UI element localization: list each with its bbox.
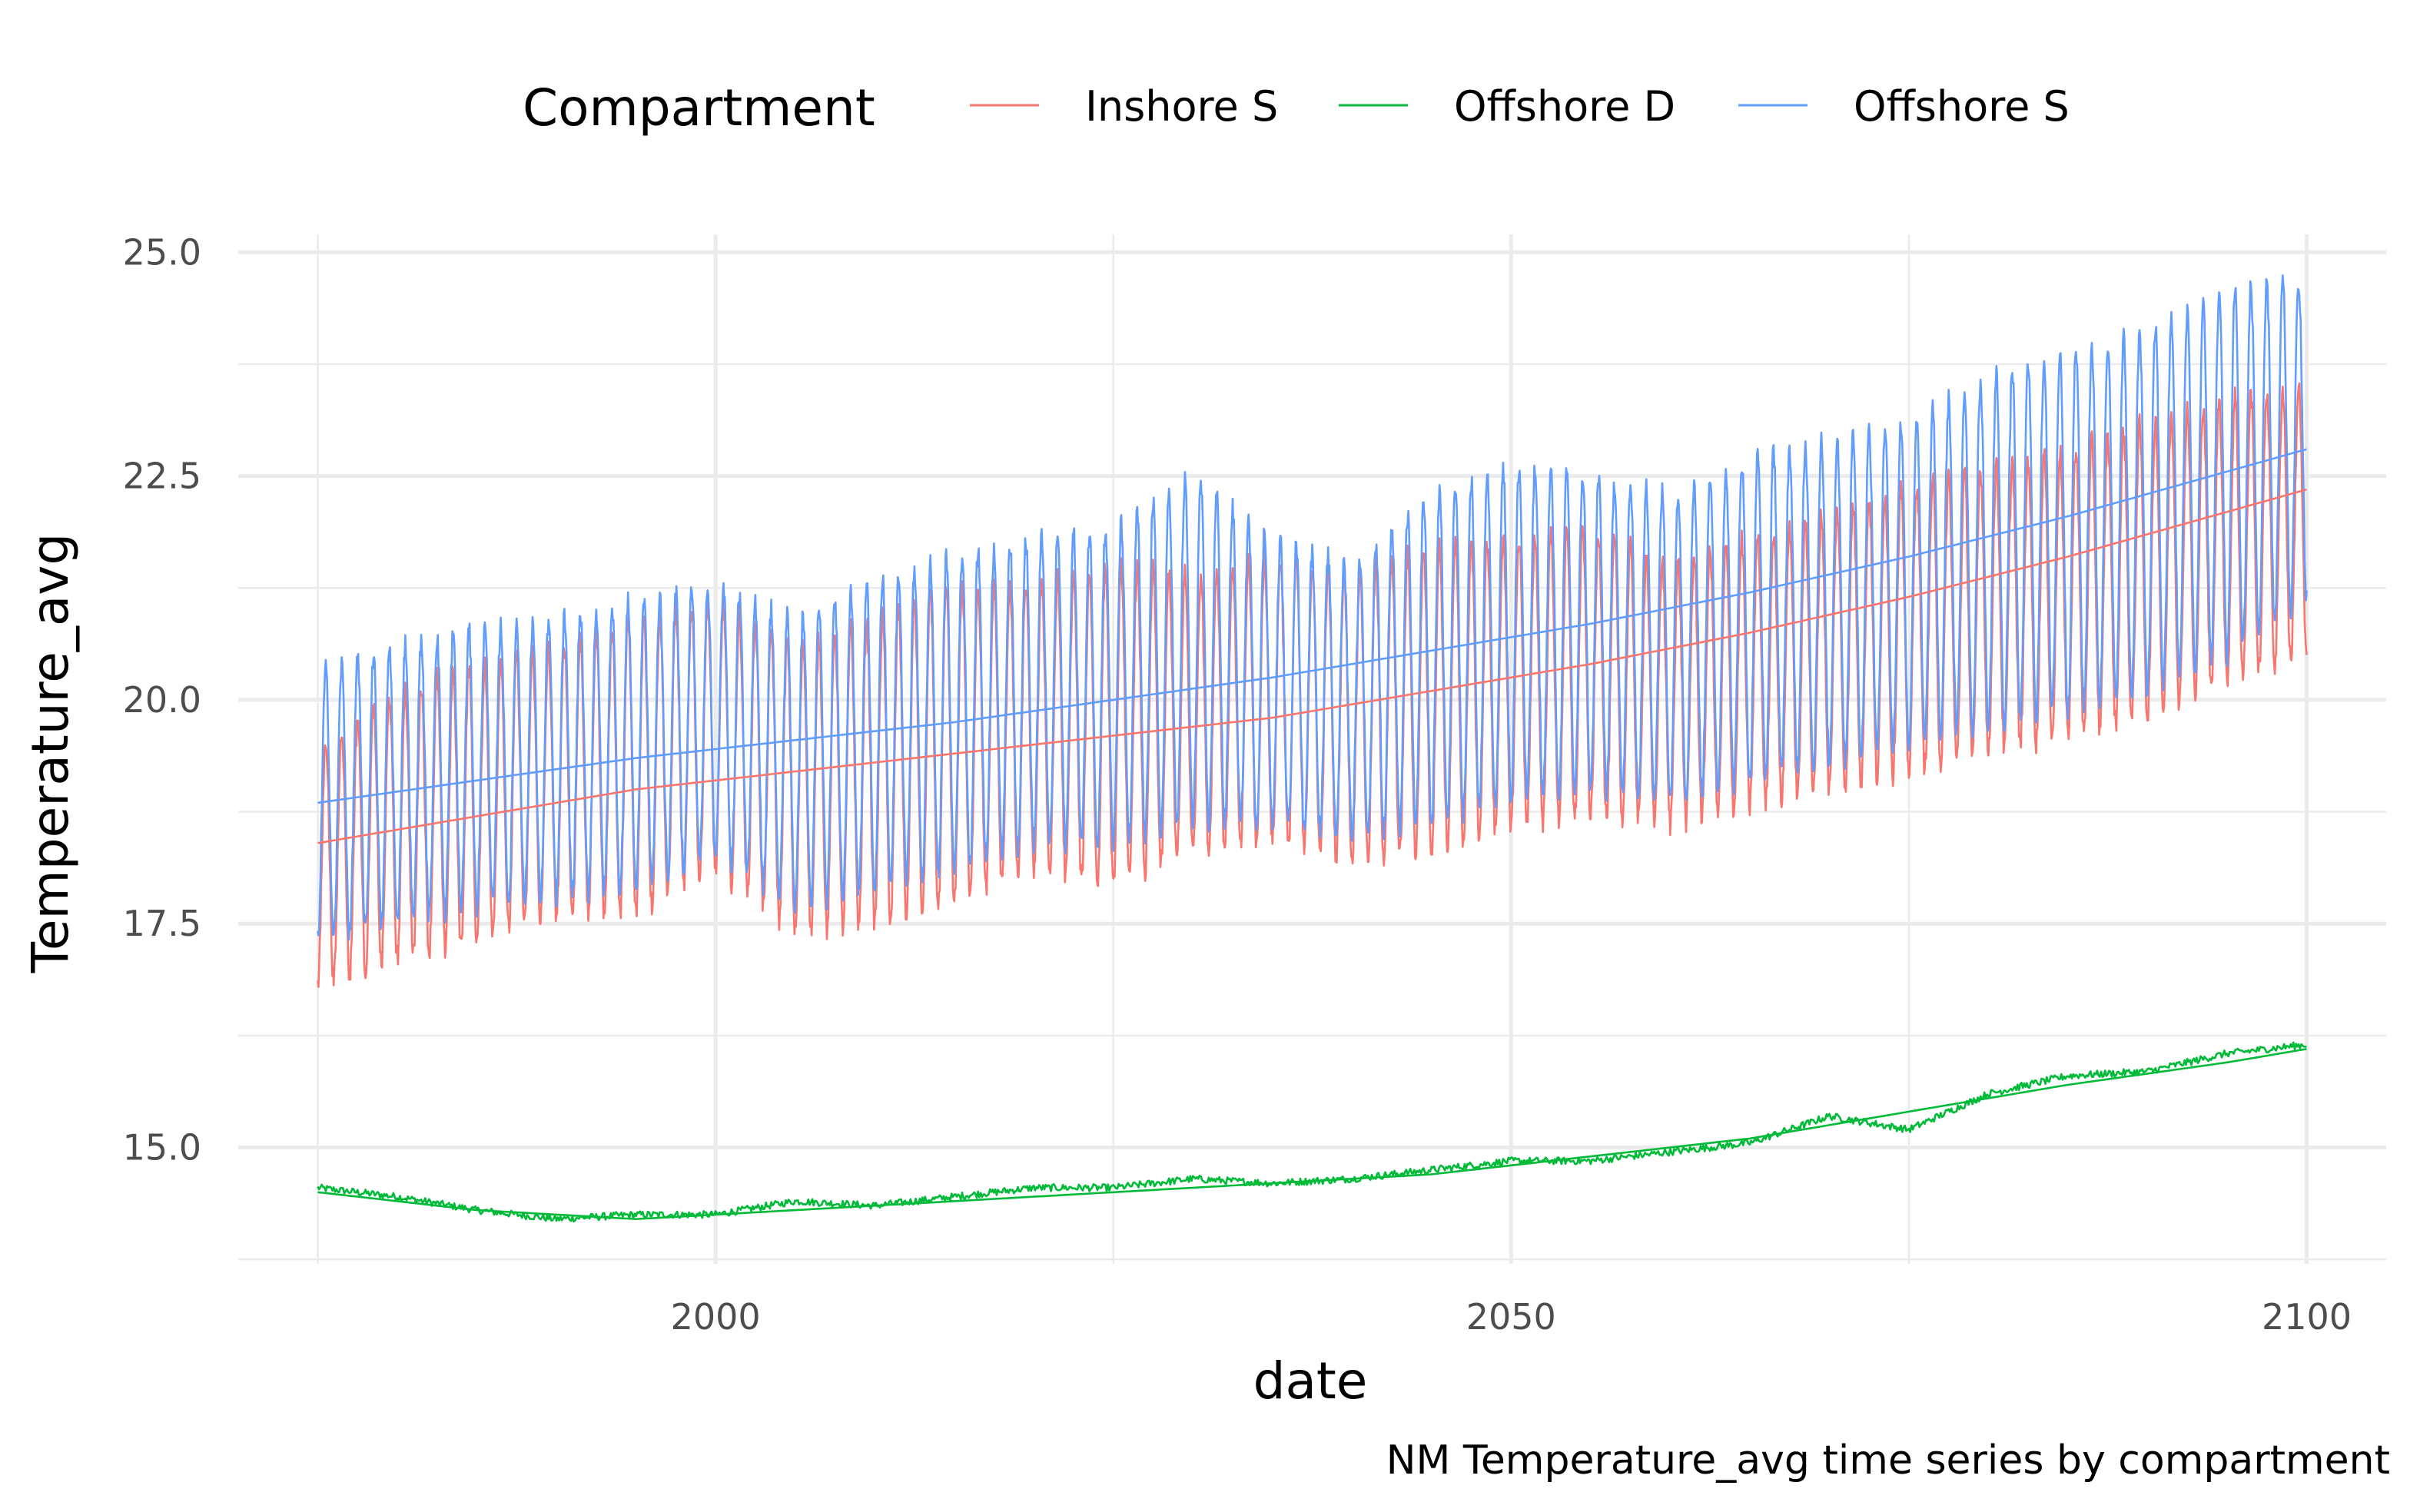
legend-entries: Inshore S Offshore D Offshore S xyxy=(970,82,2070,131)
series-offshore-s-seasonal xyxy=(317,274,2308,941)
y-axis-ticks: 15.0 17.5 20.0 22.5 25.0 xyxy=(123,231,201,1168)
y-tick-label: 17.5 xyxy=(123,903,201,944)
series-offshore-d-trend xyxy=(317,1048,2307,1220)
chart-caption: NM Temperature_avg time series by compar… xyxy=(1386,1437,2390,1484)
legend-label: Offshore D xyxy=(1454,82,1675,131)
series-offshore-s-trend xyxy=(317,448,2307,804)
legend-title: Compartment xyxy=(523,78,875,138)
legend: Compartment Inshore S Offshore D Offshore … xyxy=(523,78,2070,138)
grid-lines xyxy=(238,234,2386,1264)
x-axis-ticks: 2000 2050 2100 xyxy=(671,1296,2352,1338)
y-tick-label: 25.0 xyxy=(123,231,201,273)
y-axis-title: Temperature_avg xyxy=(21,533,80,973)
series-inshore-s-trend xyxy=(317,488,2307,844)
legend-label: Inshore S xyxy=(1085,82,1278,131)
y-tick-label: 22.5 xyxy=(123,456,201,497)
legend-label: Offshore S xyxy=(1854,82,2070,131)
series-layer xyxy=(317,274,2308,1223)
x-tick-label: 2050 xyxy=(1466,1296,1556,1338)
series-offshore-d-noisy xyxy=(317,1041,2307,1223)
x-tick-label: 2100 xyxy=(2262,1296,2352,1338)
y-tick-label: 15.0 xyxy=(123,1127,201,1169)
x-axis-title: date xyxy=(1253,1351,1368,1411)
x-tick-label: 2000 xyxy=(671,1296,761,1338)
y-tick-label: 20.0 xyxy=(123,679,201,721)
